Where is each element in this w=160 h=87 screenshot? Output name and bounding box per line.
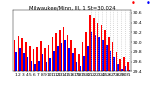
Bar	[104, 30, 106, 71]
Bar	[36, 47, 38, 71]
Bar	[70, 40, 72, 71]
Bar	[59, 30, 61, 71]
Bar	[40, 41, 42, 71]
Bar	[63, 27, 64, 71]
Bar	[98, 37, 100, 71]
Bar	[14, 40, 15, 71]
Bar	[125, 66, 126, 71]
Bar	[67, 35, 68, 71]
Bar	[87, 46, 89, 71]
Bar	[38, 61, 40, 71]
Bar	[27, 57, 28, 71]
Bar	[48, 45, 49, 71]
Bar	[76, 62, 77, 71]
Bar	[18, 36, 19, 71]
Bar	[53, 51, 55, 71]
Bar	[89, 15, 91, 71]
Bar	[44, 48, 46, 71]
Bar	[93, 18, 95, 71]
Text: •: •	[146, 0, 150, 8]
Bar	[113, 57, 115, 71]
Bar	[110, 51, 111, 71]
Bar	[49, 58, 51, 71]
Bar	[52, 37, 53, 71]
Bar	[23, 53, 25, 71]
Bar	[83, 56, 85, 71]
Bar	[121, 69, 123, 71]
Bar	[112, 42, 113, 71]
Bar	[123, 57, 125, 71]
Bar	[29, 46, 31, 71]
Bar	[21, 38, 23, 71]
Bar	[19, 48, 21, 71]
Bar	[119, 59, 121, 71]
Bar	[64, 40, 66, 71]
Text: •: •	[131, 0, 136, 8]
Bar	[80, 66, 81, 71]
Bar	[34, 64, 36, 71]
Bar	[129, 70, 130, 71]
Bar	[85, 32, 87, 71]
Bar	[57, 46, 59, 71]
Bar	[74, 48, 76, 71]
Bar	[101, 25, 102, 71]
Bar	[95, 35, 96, 71]
Bar	[25, 42, 27, 71]
Bar	[55, 33, 57, 71]
Bar	[106, 45, 108, 71]
Bar	[42, 54, 43, 71]
Bar	[15, 52, 17, 71]
Bar	[31, 61, 32, 71]
Bar	[72, 53, 74, 71]
Bar	[116, 52, 117, 71]
Bar	[82, 42, 83, 71]
Bar	[61, 43, 62, 71]
Bar	[102, 40, 104, 71]
Bar	[33, 49, 34, 71]
Bar	[91, 32, 92, 71]
Bar	[108, 37, 110, 71]
Bar	[127, 62, 129, 71]
Bar	[78, 54, 80, 71]
Bar	[117, 64, 119, 71]
Title: Milwaukee/Minn, Ill, 1 St=30.024: Milwaukee/Minn, Ill, 1 St=30.024	[29, 5, 115, 10]
Bar	[68, 48, 70, 71]
Bar	[46, 62, 47, 71]
Bar	[97, 23, 98, 71]
